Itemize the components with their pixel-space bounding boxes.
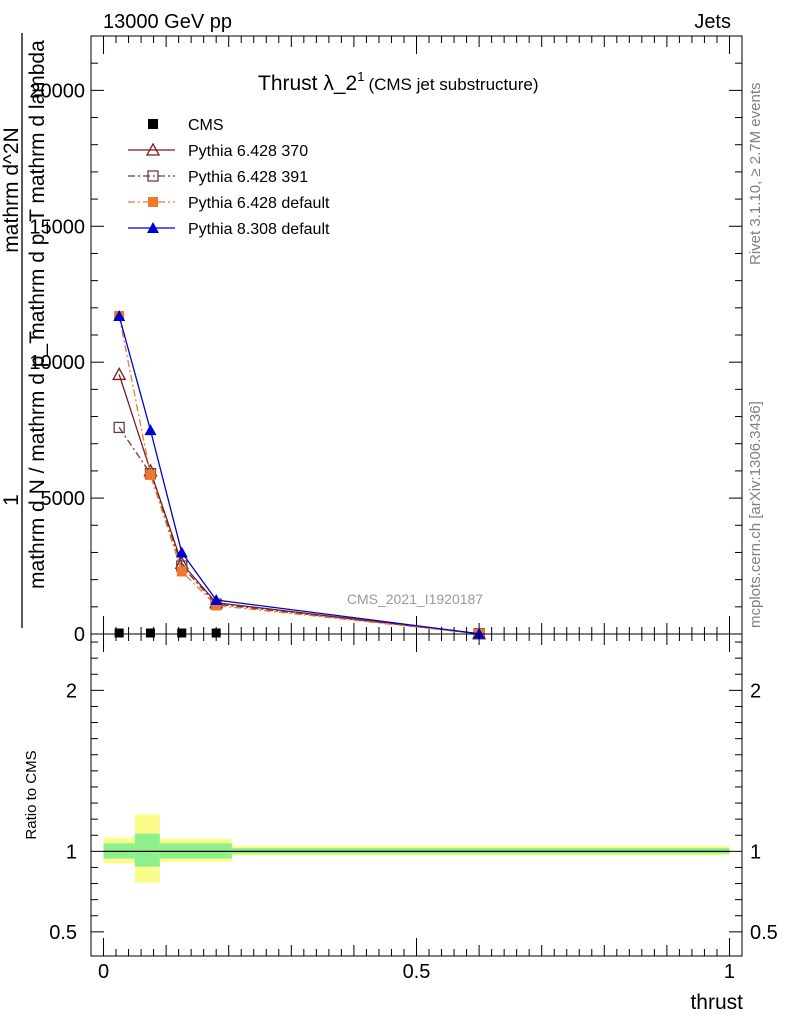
main-y-tick-label: 0 [74, 624, 85, 646]
ratio-y-tick-label: 0.5 [49, 922, 77, 944]
data-point-pythia-6-428-default [177, 566, 187, 576]
legend-label-pythia-6-428-370: Pythia 6.428 370 [188, 143, 308, 160]
analysis-tag: CMS_2021_I1920187 [347, 591, 483, 607]
x-tick-label: 0.5 [403, 961, 431, 983]
data-point-pythia-6-428-370 [113, 368, 125, 379]
ratio-y-title: Ratio to CMS [23, 750, 40, 839]
legend-label-pythia-6-428-default: Pythia 6.428 default [188, 195, 330, 212]
y-title-inner-denominator: mathrm d p_T mathrm d lambda [26, 40, 49, 340]
y-axis-title: 1 mathrm d N / mathrm d p_T mathrm d^2N … [0, 33, 49, 628]
legend-label-pythia-6-428-391: Pythia 6.428 391 [188, 169, 308, 186]
legend-label-pythia-8-308-default: Pythia 8.308 default [188, 221, 330, 238]
ratio-y-tick-label-right: 1 [750, 841, 761, 863]
series-line-pythia-8-308-default [119, 316, 479, 634]
legend-label-cms: CMS [188, 117, 224, 134]
ratio-band-layer [104, 814, 730, 882]
process-label: Jets [694, 11, 731, 33]
ratio-y-tick-label: 2 [66, 680, 77, 702]
data-point-pythia-6-428-default [145, 470, 155, 480]
ratio-plot-panel: 0.5 0.51 12 2 0 0.5 1 Ratio to CMS thrust [23, 634, 778, 1014]
y-title-numerator: 1 [0, 494, 23, 506]
energy-label: 13000 GeV pp [103, 11, 232, 33]
series-line-pythia-6-428-default [119, 316, 479, 634]
x-tick-label: 0 [98, 961, 109, 983]
legend-marker-pythia-6-428-default [148, 197, 158, 207]
rivet-version-label: Rivet 3.1.10, ≥ 2.7M events [747, 83, 764, 266]
legend-marker-cms [148, 119, 158, 129]
ratio-x-axis: 0 0.5 1 [91, 634, 742, 983]
mcplots-label: mcplots.cern.ch [arXiv:1306.3436] [747, 401, 764, 628]
plot-title-superscript: 1 [357, 69, 364, 84]
plot-title-main: Thrust λ_2 [258, 72, 357, 95]
y-title-inner-numerator: mathrm d^2N [0, 127, 23, 252]
ratio-plot-frame [91, 634, 742, 956]
ratio-y-tick-label: 1 [66, 841, 77, 863]
series-layer [113, 310, 485, 639]
ratio-y-tick-label-right: 0.5 [750, 922, 778, 944]
x-axis-title: thrust [690, 991, 743, 1014]
plot-subtitle: (CMS jet substructure) [368, 75, 538, 94]
plot-title: Thrust λ_21 (CMS jet substructure) [258, 69, 539, 95]
ratio-y-axis: 0.5 0.5 1 1 2 2 [49, 642, 778, 944]
ratio-stat-uncertainty-band [135, 834, 160, 867]
data-point-pythia-8-308-default [144, 424, 156, 435]
legend: CMS Pythia 6.428 370 Pythia 6.428 391 Pythi… [128, 117, 330, 238]
x-tick-label: 1 [724, 961, 735, 983]
ratio-y-tick-label-right: 2 [750, 680, 761, 702]
y-title-denominator: mathrm d N / mathrm d p_T [26, 331, 49, 589]
